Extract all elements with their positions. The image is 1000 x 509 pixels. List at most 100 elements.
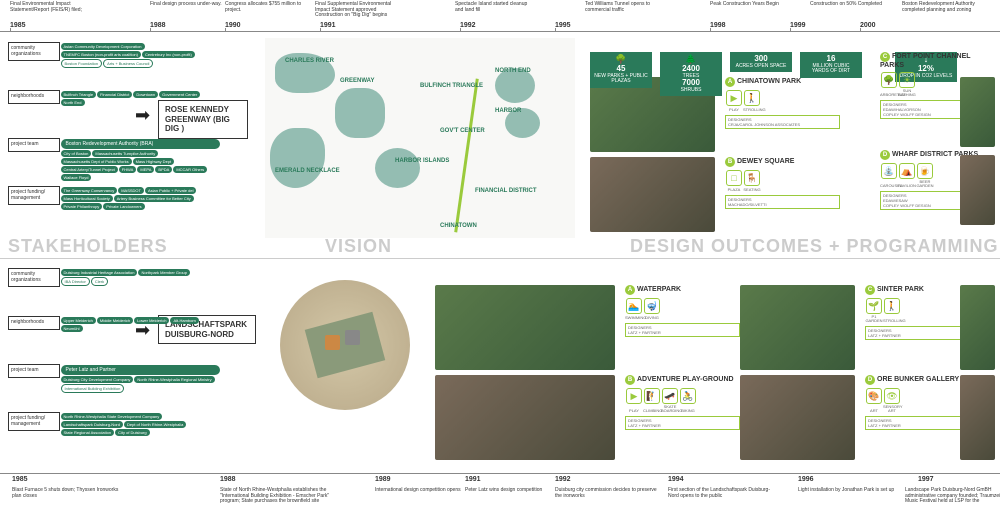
stakeholder-tag: Landschaftspark Duisburg-Nord — [61, 421, 123, 428]
stakeholder-tag-outline: International Building Exhibition — [61, 384, 125, 393]
stakeholder-label: neighborhoods — [8, 90, 60, 104]
activity-label: BEER GARDEN — [916, 180, 934, 188]
activity-label: PAVILION — [898, 184, 916, 188]
designer-box: DESIGNERSMACHADO/SILVETTI — [725, 195, 840, 209]
timeline-item: Ted Williams Tunnel opens to commercial … — [585, 2, 665, 13]
stakeholder-tag: MCCAR Others — [173, 166, 207, 173]
park-badge: D — [865, 375, 875, 385]
activity-icon: 🍺 — [917, 163, 933, 179]
activity-icon: ⛲ — [881, 163, 897, 179]
timeline-item: Light installation by Jonathan Park is s… — [798, 488, 908, 494]
timeline-item: Congress allocates $755 million to proje… — [225, 2, 305, 13]
stakeholder-row: community organizationsDuisburg Industri… — [8, 268, 220, 287]
timeline-item: First section of the Landschaftspark Dui… — [668, 488, 778, 499]
timeline-year: 1991 — [320, 22, 336, 29]
designer-box: DESIGNERSCRJA/CAROL JOHNSON ASSOCIATES — [725, 115, 840, 129]
vision-map-boston: CHARLES RIVERGREENWAYBULFINCH TRIANGLENO… — [265, 38, 575, 238]
stakeholder-tag: BPDA — [155, 166, 172, 173]
timeline-year: 1996 — [798, 476, 814, 483]
stat-box: 16MILLION CUBIC YARDS OF DIRT — [800, 52, 862, 78]
stakeholder-tag: Dept of North Rhine-Westphalia — [124, 421, 186, 428]
activity-label: STROLLING — [743, 108, 761, 112]
stakeholder-label: project funding/ management — [8, 186, 60, 205]
map-label: CHINATOWN — [440, 223, 477, 229]
stakeholder-tag: Downtown — [133, 91, 158, 98]
designer-box: DESIGNERSLATZ + PARTNER — [625, 416, 740, 430]
stakeholder-tag: State Regional Association — [61, 429, 115, 436]
park-title: FORT POINT CHANNEL PARKS — [880, 53, 970, 69]
map-label: NORTH END — [495, 68, 531, 74]
stakeholder-tag: Bulfinch Triangle — [61, 91, 97, 98]
stakeholder-tag: Duisburg Industrial Heritage Association — [61, 269, 138, 276]
photo-greenway-2 — [590, 157, 715, 232]
map-label: CHARLES RIVER — [285, 58, 334, 64]
stakeholder-header-tag: Boston Redevelopment Authority (BRA) — [61, 139, 220, 149]
label-design: DESIGN OUTCOMES + PROGRAMMING — [630, 236, 999, 257]
timeline-item: Final design process under-way. — [150, 2, 230, 8]
stakeholder-row: neighborhoodsUpper MeiderichMiddle Meide… — [8, 316, 220, 332]
activity-label: PLAZA — [725, 188, 743, 192]
stakeholder-row: project funding/ managementThe Greenway … — [8, 186, 220, 210]
park-card: AWATERPARK🏊🤿SWIMMINGDIVINGDESIGNERSLATZ … — [625, 285, 740, 337]
activity-label: BIKING — [679, 409, 697, 413]
label-stakeholders: STAKEHOLDERS — [8, 236, 168, 257]
activity-label: PLAY — [725, 108, 743, 112]
timeline-item: Spectacle Island started cleanup and lan… — [455, 2, 535, 13]
activity-icon: 🪑 — [744, 170, 760, 186]
activity-icon: ⛺ — [899, 163, 915, 179]
stakeholder-tag: Upper Meiderich — [61, 317, 96, 324]
arrow-icon: ➡ — [135, 105, 150, 126]
park-title: WATERPARK — [637, 286, 681, 293]
timeline-year: 1992 — [460, 22, 476, 29]
stat-box: 300ACRES OPEN SPACE — [730, 52, 792, 72]
timeline-year: 1988 — [220, 476, 236, 483]
timeline-item: Boston Redevelopment Authority completed… — [902, 2, 982, 13]
timeline-year: 1999 — [790, 22, 806, 29]
park-photo — [960, 77, 995, 147]
stakeholder-tag: TNEMFC Boston (non-profit arts coalition… — [61, 51, 141, 58]
stakeholder-tag: Asian Community Development Corporation — [61, 43, 145, 50]
park-badge: C — [865, 285, 875, 295]
activity-label: CAROUSEL — [880, 184, 898, 188]
activity-label: P1 GARDEN — [865, 315, 883, 323]
stakeholder-tag: Lower Meiderich — [134, 317, 169, 324]
stakeholder-tag: Centrebury Inc (non-profit) — [142, 51, 195, 58]
stakeholder-tag: Asian Public + Private del — [145, 187, 196, 194]
park-title: ADVENTURE PLAY-GROUND — [637, 376, 734, 383]
park-badge: D — [880, 150, 890, 160]
vision-plan-duisburg — [280, 280, 410, 410]
park-badge: C — [880, 52, 890, 62]
timeline-year: 1994 — [668, 476, 684, 483]
stat-box: 🌳 45NEW PARKS + PUBLIC PLAZAS — [590, 52, 652, 88]
timeline-year: 1991 — [465, 476, 481, 483]
stakeholder-tag: City of Duisburg — [115, 429, 149, 436]
timeline-year: 1988 — [150, 22, 166, 29]
timeline-item: Peak Construction Years Begin — [710, 2, 790, 8]
activity-icon: 🏊 — [626, 298, 642, 314]
activity-icon: ▶ — [626, 388, 642, 404]
stakeholder-label: neighborhoods — [8, 316, 60, 330]
activity-icon: 🌱 — [866, 298, 882, 314]
park-photo — [960, 375, 995, 460]
park-title: DEWEY SQUARE — [737, 158, 794, 165]
stakeholder-tag: Government Center — [159, 91, 200, 98]
activity-label: CLIMBING — [643, 409, 661, 413]
activity-label: SWIMMING — [625, 316, 643, 320]
activity-label: SENSORY ART — [883, 405, 901, 413]
timeline-item: Final Environmental Impact Statement/Rep… — [10, 2, 90, 13]
activity-label: SKATE BOARDING — [661, 405, 679, 413]
activity-icon: 🛹 — [662, 388, 678, 404]
activity-label: SEATING — [743, 188, 761, 192]
activity-icon: ☀ — [899, 72, 915, 88]
park-photo — [960, 155, 995, 225]
activity-label: STROLLING — [883, 319, 901, 323]
park-title: CHINATOWN PARK — [737, 78, 801, 85]
stakeholder-tag-outline: Boston Foundation — [61, 59, 103, 68]
stakeholder-tag-outline: Clerk — [91, 277, 108, 286]
stakeholder-tag: Mass Highway Dept — [133, 158, 175, 165]
stakeholder-tag: FHWA — [119, 166, 137, 173]
timeline-year: 1998 — [710, 22, 726, 29]
stakeholder-tag: The Greenway Conservancy — [61, 187, 118, 194]
activity-icon: 🧗 — [644, 388, 660, 404]
stakeholder-tag: Private Landowners — [103, 203, 144, 210]
